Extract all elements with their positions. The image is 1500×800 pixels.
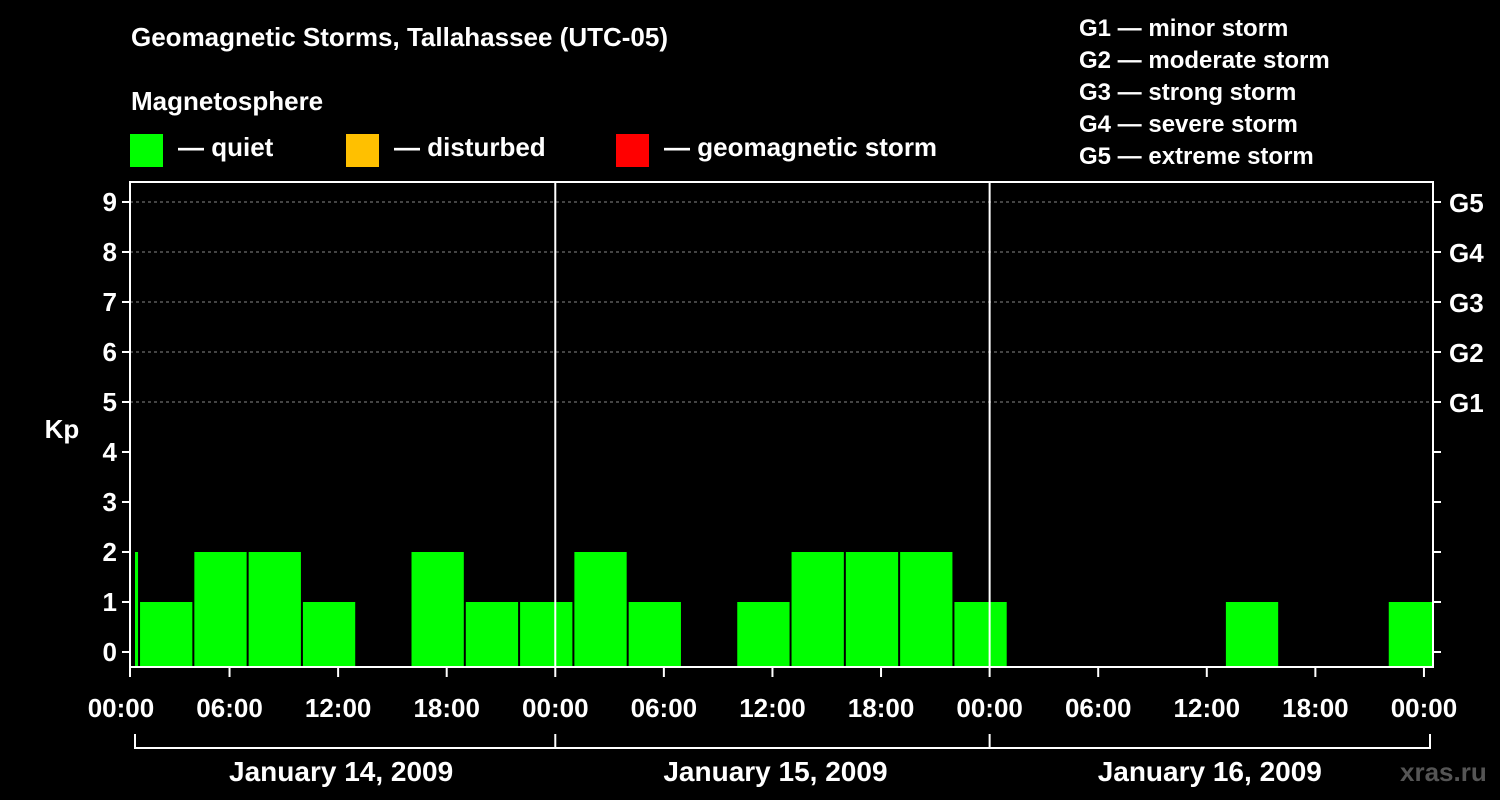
x-tick-label: 00:00 [956,693,1023,723]
kp-bar [737,602,790,667]
x-tick-label: 18:00 [1282,693,1349,723]
y-tick-label: 9 [103,187,117,217]
kp-bar [520,602,573,667]
kp-bar [302,602,356,667]
magnetosphere-label: Magnetosphere [131,86,324,116]
y-tick-label: 7 [103,287,117,317]
kp-bar [248,552,301,667]
x-tick-label: 06:00 [1065,693,1132,723]
kp-bar [194,552,247,667]
x-tick-label: 12:00 [739,693,806,723]
legend-swatch-quiet [130,134,163,167]
day-label: January 15, 2009 [663,756,887,787]
kp-bar [791,552,844,667]
storm-level-g2: G2 — moderate storm [1079,47,1330,74]
x-tick-label: 00:00 [1391,693,1458,723]
legend-label-storm: — geomagnetic storm [664,132,938,162]
x-tick-label: 12:00 [305,693,372,723]
plot-frame [129,181,1434,668]
y-tick-label: 2 [103,537,117,567]
legend-swatch-disturbed [346,134,379,167]
kp-bars [135,552,1432,667]
kp-bar [628,602,681,667]
g-level-label: G2 [1449,338,1484,368]
kp-bar [465,602,519,667]
x-tick-label: 00:00 [88,693,155,723]
g-level-label: G5 [1449,188,1484,218]
legend-label-quiet: — quiet [178,132,274,162]
y-tick-label: 3 [103,487,117,517]
storm-level-g3: G3 — strong storm [1079,79,1297,106]
kp-bar [574,552,627,667]
kp-bar [954,602,1007,667]
x-tick-label: 18:00 [413,693,480,723]
legend-label-disturbed: — disturbed [394,132,546,162]
y-tick-label: 6 [103,337,117,367]
day-label: January 14, 2009 [229,756,453,787]
kp-bar [900,552,953,667]
g-level-label: G4 [1449,238,1484,268]
grid-lines [130,201,1433,403]
x-tick-label: 12:00 [1174,693,1241,723]
y-tick-label: 0 [103,637,117,667]
storm-level-g5: G5 — extreme storm [1079,143,1314,170]
x-tick-label: 00:00 [522,693,589,723]
g-level-label: G3 [1449,288,1484,318]
storm-level-g4: G4 — severe storm [1079,111,1298,138]
x-tick-label: 06:00 [196,693,263,723]
y-tick-label: 5 [103,387,117,417]
g-level-label: G1 [1449,388,1484,418]
kp-bar [140,602,193,667]
x-tick-label: 06:00 [631,693,698,723]
y-tick-label: 8 [103,237,117,267]
kp-bar [1225,602,1279,667]
chart-title: Geomagnetic Storms, Tallahassee (UTC-05) [131,22,669,52]
axes: 0 1 2 3 4 5 6 7 8 9 G1 G2 G3 G4 G5 00:00 06:00 12:00 18:00… [88,181,1484,787]
kp-bar [1388,602,1432,667]
y-axis-label: Kp [45,414,80,444]
kp-bar [411,552,464,667]
x-tick-label: 18:00 [848,693,915,723]
y-tick-label: 1 [103,587,117,617]
kp-bar [135,552,139,667]
kp-bar [845,552,899,667]
day-label: January 16, 2009 [1098,756,1322,787]
y-tick-label: 4 [103,437,118,467]
watermark: xras.ru [1400,757,1487,787]
legend-swatch-storm [616,134,649,167]
storm-level-g1: G1 — minor storm [1079,15,1289,42]
